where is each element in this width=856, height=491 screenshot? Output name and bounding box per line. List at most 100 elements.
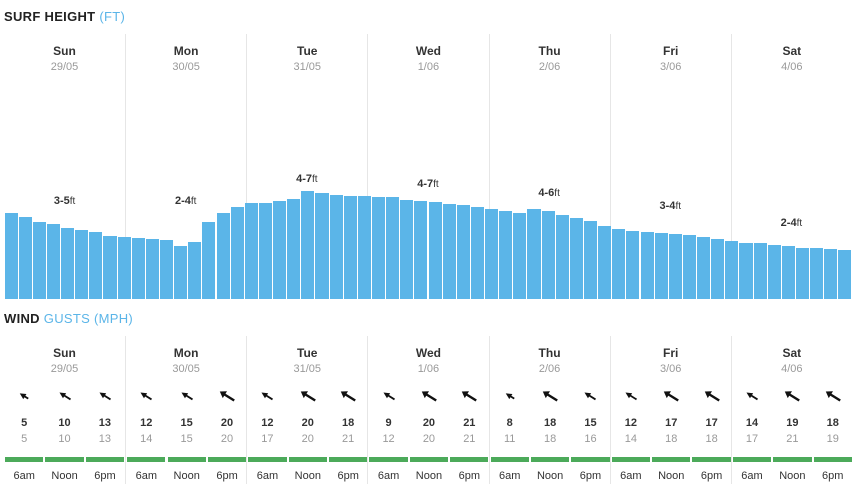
surf-bar[interactable] xyxy=(697,236,711,299)
wind-day-column: Mon 30/05 12 14 6am 15 15 Noon 20 20 6pm xyxy=(125,336,247,484)
time-label: 6pm xyxy=(337,470,359,482)
time-label: 6pm xyxy=(579,470,602,482)
wind-speed: 20 xyxy=(301,417,314,429)
surf-bar[interactable] xyxy=(188,241,202,299)
surf-bar[interactable] xyxy=(61,227,75,299)
surf-bar[interactable] xyxy=(315,193,329,299)
day-date: 1/06 xyxy=(417,61,440,73)
surf-bar[interactable] xyxy=(174,246,188,299)
wind-speed: 18 xyxy=(342,417,355,429)
surf-bar[interactable] xyxy=(626,230,640,299)
wind-gust: 10 xyxy=(58,433,71,445)
surf-bar[interactable] xyxy=(46,223,61,299)
surf-bar[interactable] xyxy=(287,199,301,299)
surf-bar[interactable] xyxy=(400,200,414,299)
surf-bar[interactable] xyxy=(739,242,753,299)
wind-gust: 20 xyxy=(422,433,436,445)
wind-rating-bar xyxy=(5,457,44,462)
day-name: Sun xyxy=(53,44,76,58)
wind-speed: 15 xyxy=(584,417,597,429)
surf-bar[interactable] xyxy=(117,236,131,299)
surf-range-unit: ft xyxy=(796,217,803,229)
surf-bar[interactable] xyxy=(273,201,287,299)
surf-bar[interactable] xyxy=(810,248,824,299)
day-date: 4/06 xyxy=(781,363,803,375)
surf-bar[interactable] xyxy=(470,207,485,299)
wind-speed: 19 xyxy=(786,417,799,429)
surf-bar[interactable] xyxy=(145,238,159,299)
wind-gust: 19 xyxy=(826,433,839,445)
surf-day-column: Thu 2/06 xyxy=(488,34,610,299)
surf-bar[interactable] xyxy=(753,242,767,299)
surf-bar[interactable] xyxy=(216,213,230,299)
wind-gust: 21 xyxy=(786,433,799,445)
wind-gust: 14 xyxy=(624,433,637,445)
surf-bar[interactable] xyxy=(244,203,258,299)
surf-bar[interactable] xyxy=(711,238,725,299)
surf-range-label: 4-7ft xyxy=(296,173,317,185)
surf-bar[interactable] xyxy=(555,215,569,299)
surf-bar[interactable] xyxy=(527,209,541,299)
wind-slot: 18 21 6pm xyxy=(328,336,368,484)
surf-bar[interactable] xyxy=(541,211,555,299)
surf-bar[interactable] xyxy=(89,231,103,299)
wind-rating-bar xyxy=(732,457,772,462)
day-date: 3/06 xyxy=(659,61,682,73)
wind-gust: 15 xyxy=(180,433,193,445)
surf-bar[interactable] xyxy=(75,229,89,299)
surf-bar[interactable] xyxy=(414,201,428,299)
surf-day-column: Fri 3/06 xyxy=(609,34,731,299)
surf-bar[interactable] xyxy=(4,213,18,299)
surf-bar[interactable] xyxy=(18,217,32,299)
wind-slot: 15 16 6pm xyxy=(570,336,610,484)
surf-bar[interactable] xyxy=(612,228,626,299)
surf-bar[interactable] xyxy=(668,233,682,299)
surf-bar[interactable] xyxy=(329,195,343,299)
time-label: Noon xyxy=(779,470,806,482)
wind-rating-bar xyxy=(530,457,570,462)
surf-bar[interactable] xyxy=(824,249,838,299)
wind-gust: 18 xyxy=(543,433,557,445)
surf-bar[interactable] xyxy=(357,196,371,299)
wind-rating-bar xyxy=(207,457,247,462)
wind-gust: 18 xyxy=(665,433,678,445)
surf-bar[interactable] xyxy=(485,209,499,299)
surf-bar[interactable] xyxy=(781,246,795,299)
wind-direction-arrow-icon xyxy=(288,388,328,404)
surf-bar[interactable] xyxy=(428,202,442,299)
surf-bar[interactable] xyxy=(386,197,400,299)
time-label: 6am xyxy=(741,470,763,482)
surf-bar[interactable] xyxy=(258,203,273,299)
surf-bar[interactable] xyxy=(103,235,117,299)
surf-bar[interactable] xyxy=(583,220,598,299)
surf-bar[interactable] xyxy=(654,232,668,299)
wind-panel: Sun 29/05 5 5 6am 10 10 Noon 13 13 6pm Mon 30/05 12 14… xyxy=(4,336,852,484)
surf-range-label: 3-4ft xyxy=(660,200,681,212)
surf-bar[interactable] xyxy=(569,218,583,299)
surf-range-label: 4-6ft xyxy=(538,187,559,199)
surf-bar[interactable] xyxy=(725,240,739,299)
surf-bar[interactable] xyxy=(301,190,315,299)
wind-speed: 21 xyxy=(463,417,476,429)
surf-bar[interactable] xyxy=(640,231,654,299)
surf-bar[interactable] xyxy=(442,204,456,299)
wind-speed: 12 xyxy=(140,417,153,429)
surf-bar[interactable] xyxy=(513,213,527,299)
day-name: Fri xyxy=(663,44,679,58)
surf-bar[interactable] xyxy=(230,207,244,299)
day-date: 29/05 xyxy=(50,61,79,73)
surf-bar[interactable] xyxy=(131,237,145,299)
surf-bar[interactable] xyxy=(598,225,612,299)
surf-bar[interactable] xyxy=(767,244,781,299)
surf-bar[interactable] xyxy=(838,250,852,299)
surf-bar[interactable] xyxy=(682,234,697,299)
surf-bar[interactable] xyxy=(499,211,513,299)
surf-bar[interactable] xyxy=(795,248,810,299)
surf-bar[interactable] xyxy=(343,196,357,299)
surf-bar[interactable] xyxy=(202,221,216,299)
surf-bar[interactable] xyxy=(371,197,386,299)
wind-rating-bar xyxy=(571,457,610,462)
surf-bar[interactable] xyxy=(456,205,470,299)
surf-bar[interactable] xyxy=(32,221,46,299)
surf-bar[interactable] xyxy=(159,239,174,299)
